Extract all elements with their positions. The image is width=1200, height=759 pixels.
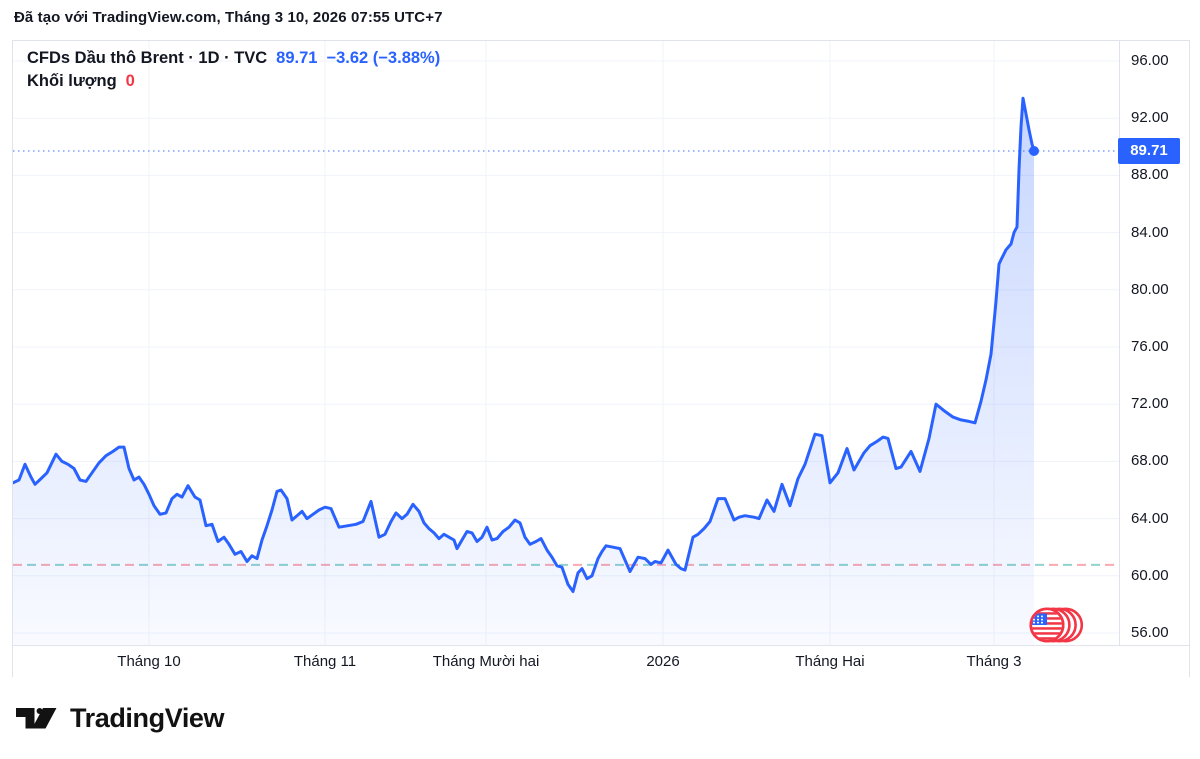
x-axis-label: Tháng Hai — [795, 653, 865, 670]
x-axis-label: Tháng 3 — [966, 653, 1022, 670]
y-axis-label: 76.00 — [1131, 338, 1169, 355]
y-axis-label: 64.00 — [1131, 510, 1169, 527]
time-scale: Tháng 10 Tháng 11 Tháng Mười hai 2026 Tháng … — [13, 645, 1189, 677]
attribution-text: Đã tạo với TradingView.com, Tháng 3 10, … — [14, 9, 443, 26]
volume-label: Khối lượng — [27, 72, 117, 90]
x-axis-label: 2026 — [646, 653, 680, 670]
tradingview-logo-icon — [16, 708, 57, 729]
y-axis-label: 84.00 — [1131, 224, 1169, 241]
x-axis-label: Tháng 10 — [117, 653, 181, 670]
price-scale: 89.71 96.00 92.00 88.00 84.00 80.00 76.00 72.0… — [1118, 41, 1190, 645]
y-axis-label: 60.00 — [1131, 567, 1169, 584]
price-change-value: −3.62 (−3.88%) — [326, 49, 441, 67]
y-axis-label: 80.00 — [1131, 281, 1169, 298]
x-axis-label: Tháng 11 — [293, 653, 357, 670]
us-flag-coins-icon — [1029, 607, 1084, 643]
y-axis-label: 72.00 — [1131, 395, 1169, 412]
y-axis-label: 92.00 — [1131, 109, 1169, 126]
last-price-value: 89.71 — [276, 49, 318, 67]
y-axis-label: 88.00 — [1131, 166, 1169, 183]
price-line-chart — [13, 41, 1119, 645]
y-axis-label: 56.00 — [1131, 624, 1169, 641]
current-price-tag: 89.71 — [1118, 138, 1180, 164]
chart-legend: CFDs Dầu thô Brent · 1D · TVC 89.71 −3.6… — [27, 49, 440, 95]
symbol-title: CFDs Dầu thô Brent · 1D · TVC — [27, 49, 268, 67]
y-axis-label: 68.00 — [1131, 452, 1169, 469]
chart-frame: CFDs Dầu thô Brent · 1D · TVC 89.71 −3.6… — [12, 40, 1190, 677]
x-axis-label: Tháng Mười hai — [432, 653, 540, 670]
tradingview-logo-text: TradingView — [70, 703, 225, 733]
volume-value: 0 — [125, 72, 135, 90]
y-axis-label: 96.00 — [1131, 52, 1169, 69]
plot-area: CFDs Dầu thô Brent · 1D · TVC 89.71 −3.6… — [13, 41, 1119, 645]
tradingview-logo[interactable]: TradingView — [16, 703, 225, 734]
